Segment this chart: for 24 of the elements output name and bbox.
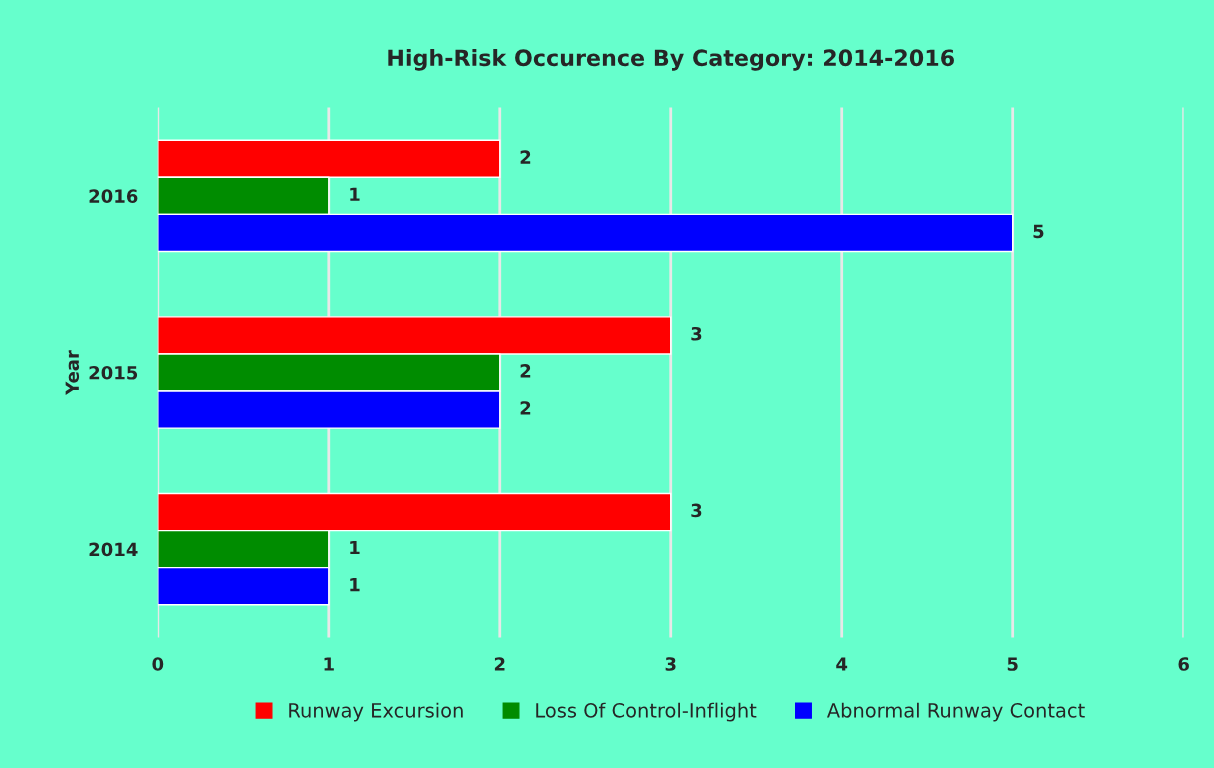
legend-label: Loss Of Control-Inflight [536, 702, 757, 722]
x-tick-label: 1 [324, 657, 334, 671]
y-axis-title: Year [65, 350, 80, 396]
legend-label: Abnormal Runway Contact [826, 702, 1085, 722]
chart-title: High-Risk Occurence By Category: 2014-2016 [388, 48, 954, 71]
x-tick-label: 6 [1178, 657, 1189, 671]
data-label: 2 [520, 364, 531, 378]
data-label: 5 [1033, 224, 1044, 239]
y-tick-label: 2014 [89, 542, 138, 557]
x-tick-label: 4 [836, 657, 848, 671]
data-label: 3 [691, 326, 702, 341]
x-tick-label: 5 [1007, 657, 1018, 671]
data-label: 1 [350, 540, 360, 555]
data-label: 1 [350, 578, 360, 592]
x-tick-label: 3 [665, 657, 676, 671]
y-tick-label: 2016 [89, 189, 138, 203]
y-tick-label: 2015 [89, 365, 138, 380]
x-tick-label: 0 [152, 657, 164, 671]
data-label: 2 [520, 150, 531, 164]
data-label: 3 [691, 503, 702, 518]
data-label: 2 [520, 401, 531, 415]
legend-label: Runway Excursion [289, 702, 463, 722]
data-label: 1 [350, 187, 360, 201]
x-tick-label: 2 [494, 657, 505, 671]
